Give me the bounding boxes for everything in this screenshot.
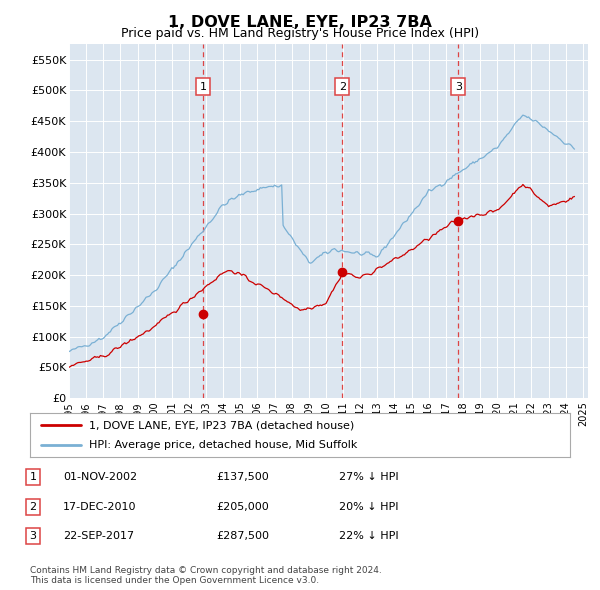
Text: HPI: Average price, detached house, Mid Suffolk: HPI: Average price, detached house, Mid … [89, 440, 358, 450]
Text: 2: 2 [29, 502, 37, 512]
Text: 3: 3 [29, 532, 37, 541]
Text: 22% ↓ HPI: 22% ↓ HPI [339, 532, 398, 541]
Text: 17-DEC-2010: 17-DEC-2010 [63, 502, 137, 512]
Text: 1: 1 [29, 473, 37, 482]
Text: 22-SEP-2017: 22-SEP-2017 [63, 532, 134, 541]
Text: 27% ↓ HPI: 27% ↓ HPI [339, 473, 398, 482]
Text: Contains HM Land Registry data © Crown copyright and database right 2024.
This d: Contains HM Land Registry data © Crown c… [30, 566, 382, 585]
Text: 2: 2 [339, 82, 346, 91]
Text: 01-NOV-2002: 01-NOV-2002 [63, 473, 137, 482]
Text: 3: 3 [455, 82, 461, 91]
Text: 1: 1 [200, 82, 206, 91]
Text: Price paid vs. HM Land Registry's House Price Index (HPI): Price paid vs. HM Land Registry's House … [121, 27, 479, 40]
Text: 1, DOVE LANE, EYE, IP23 7BA (detached house): 1, DOVE LANE, EYE, IP23 7BA (detached ho… [89, 421, 355, 430]
Text: £205,000: £205,000 [216, 502, 269, 512]
Text: 1, DOVE LANE, EYE, IP23 7BA: 1, DOVE LANE, EYE, IP23 7BA [168, 15, 432, 30]
Text: £287,500: £287,500 [216, 532, 269, 541]
Text: 20% ↓ HPI: 20% ↓ HPI [339, 502, 398, 512]
Text: £137,500: £137,500 [216, 473, 269, 482]
